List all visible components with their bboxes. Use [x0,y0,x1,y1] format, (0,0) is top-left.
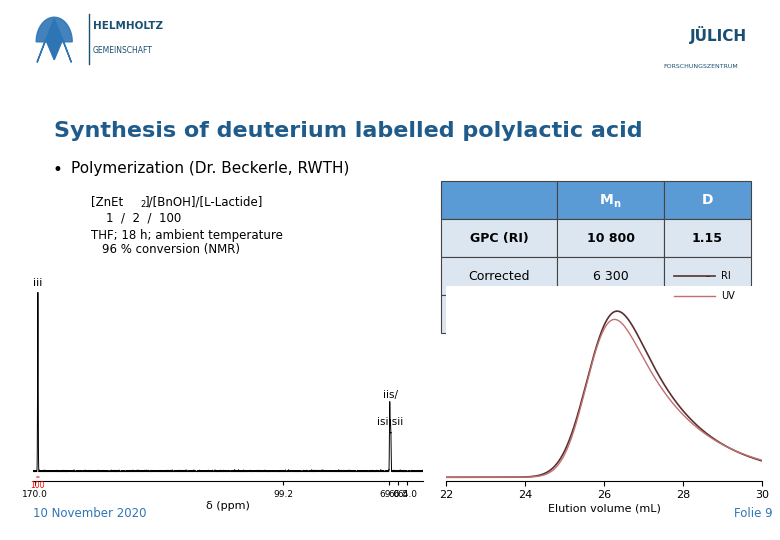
Text: 47.18: 47.18 [572,426,576,441]
Text: $^{13}$C{$^1$H}NMR: $^{13}$C{$^1$H}NMR [52,273,147,292]
Bar [441,257,558,295]
Bar [441,295,558,333]
Bar [664,219,751,257]
Text: 6 900: 6 900 [593,308,629,321]
Polygon shape [36,17,73,42]
Text: 100: 100 [30,482,45,490]
Bar [664,295,751,333]
Text: HELMHOLTZ: HELMHOLTZ [93,21,163,31]
Text: 6 300: 6 300 [593,270,629,283]
Text: 1.15: 1.15 [692,232,723,245]
Text: Synthesis of deuterium labelled polylactic acid: Synthesis of deuterium labelled polylact… [54,121,643,141]
Text: -: - [705,270,710,283]
Bar [441,181,558,219]
Text: 96 % conversion (NMR): 96 % conversion (NMR) [102,244,240,256]
Polygon shape [37,19,72,62]
Text: 47.77: 47.77 [570,426,576,441]
Text: THF; 18 h; ambient temperature: THF; 18 h; ambient temperature [90,230,282,242]
Bar [558,181,664,219]
Text: GEMEINSCHAFT: GEMEINSCHAFT [93,46,153,55]
Text: 2: 2 [140,200,145,210]
Text: FORSCHUNGSZENTRUM: FORSCHUNGSZENTRUM [663,64,738,69]
Text: n: n [613,199,620,210]
Text: iis/: iis/ [383,389,398,400]
Text: iii: iii [34,278,43,288]
Text: [ZnEt: [ZnEt [90,195,123,208]
Bar [558,219,664,257]
Text: 10 November 2020: 10 November 2020 [33,507,146,520]
Bar [558,295,664,333]
Text: isi sii: isi sii [378,416,403,427]
Text: Corrected: Corrected [469,270,530,283]
Text: ]/[BnOH]/[L-Lactide]: ]/[BnOH]/[L-Lactide] [145,195,264,208]
Text: •: • [52,161,62,179]
Text: -: - [705,308,710,321]
Bar [441,219,558,257]
X-axis label: Elution volume (mL): Elution volume (mL) [548,503,661,513]
Text: 65.14: 65.14 [571,426,576,441]
Text: M: M [600,193,614,207]
Text: UV: UV [721,291,735,301]
Text: Polymerization (Dr. Beckerle, RWTH): Polymerization (Dr. Beckerle, RWTH) [72,161,349,176]
Text: RI: RI [721,272,731,281]
Text: GPC (RI): GPC (RI) [470,232,529,245]
Text: Calculated: Calculated [466,308,533,321]
X-axis label: δ (ppm): δ (ppm) [206,502,250,511]
Bar [664,181,751,219]
Text: JÜLICH: JÜLICH [690,26,746,44]
Text: 10 800: 10 800 [587,232,635,245]
Bar [664,257,751,295]
Text: D: D [702,193,713,207]
Text: 1  /  2  /  100: 1 / 2 / 100 [90,211,181,224]
Bar [558,257,664,295]
Text: Folie 9: Folie 9 [734,507,772,520]
